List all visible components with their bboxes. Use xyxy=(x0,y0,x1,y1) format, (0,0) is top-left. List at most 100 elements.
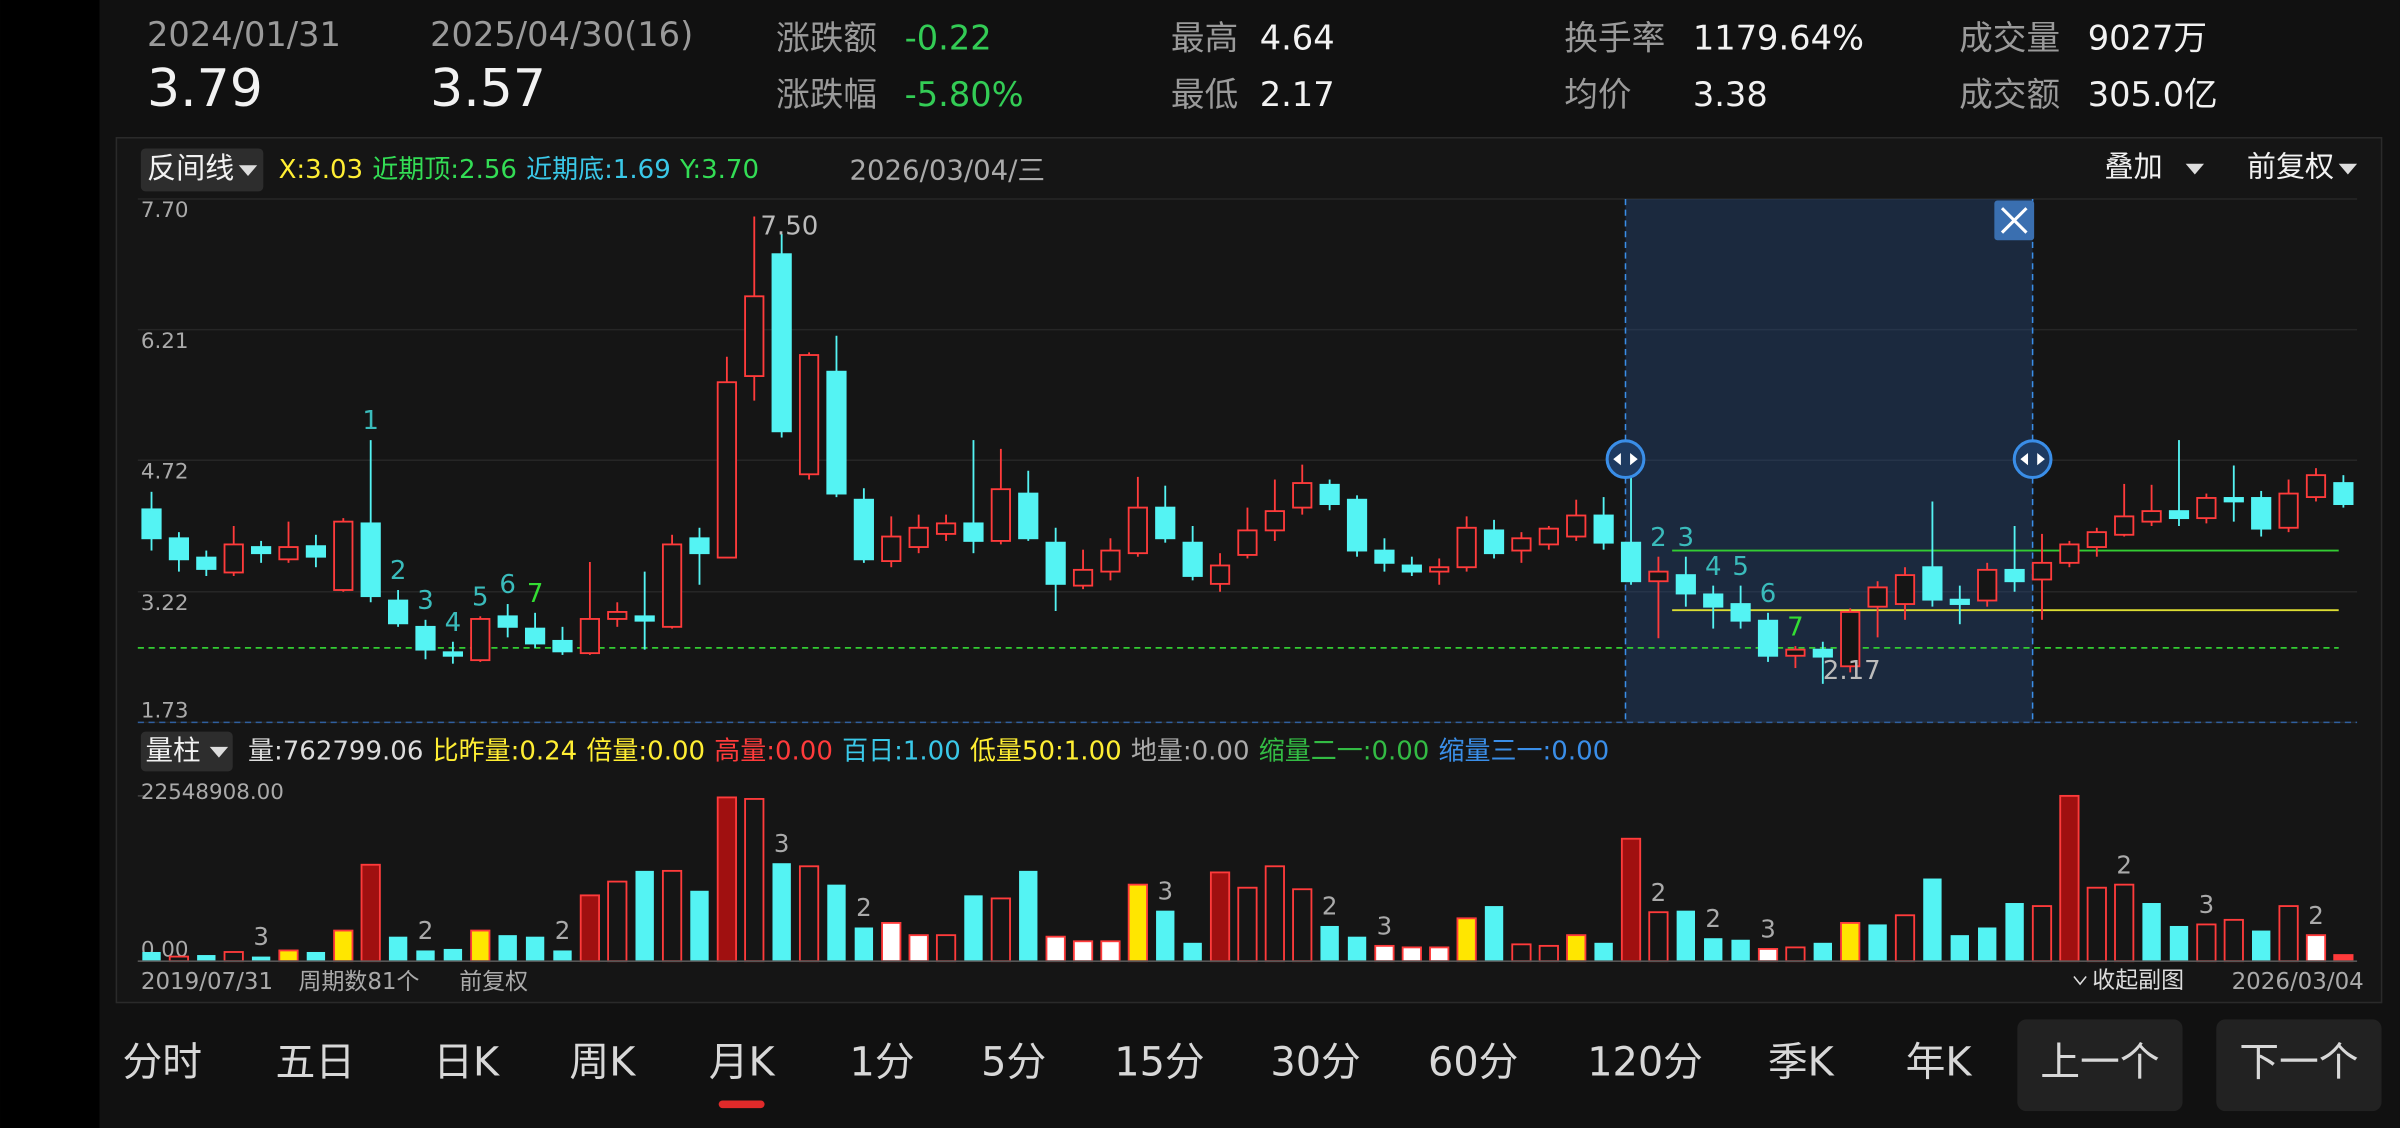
volume-annotation: 3 xyxy=(1760,915,1776,944)
candle-body xyxy=(935,522,957,535)
volume-bar xyxy=(1484,906,1504,962)
period-tab[interactable]: 60分 xyxy=(1428,1040,1518,1086)
adjust-button[interactable]: 前复权 xyxy=(2247,149,2334,183)
candle-body xyxy=(634,615,655,622)
volume-bar xyxy=(1156,910,1175,962)
candle-body xyxy=(223,543,244,574)
period-tab[interactable]: 分时 xyxy=(123,1040,203,1086)
volume-bar xyxy=(1785,946,1806,963)
period-tab[interactable]: 周K xyxy=(569,1040,636,1086)
volume-bar xyxy=(2031,905,2053,963)
period-tab[interactable]: 5分 xyxy=(981,1040,1046,1086)
volume-bar xyxy=(2142,903,2161,962)
indicator-item: 近期底:1.69 xyxy=(526,154,671,184)
period-tab[interactable]: 日K xyxy=(433,1040,500,1086)
volume-bar xyxy=(1320,925,1339,962)
overlay-button[interactable]: 叠加 xyxy=(2105,149,2163,183)
volume-bar xyxy=(498,935,517,962)
volume-bar xyxy=(1264,865,1285,963)
volume-bar xyxy=(142,951,161,962)
stat-label: 成交额 xyxy=(1959,75,2060,114)
period-tab[interactable]: 月K xyxy=(709,1040,776,1086)
indicator-dropdown[interactable] xyxy=(140,148,264,192)
volume-bar xyxy=(278,949,299,963)
selection-handle[interactable] xyxy=(2012,439,2053,480)
period-tab[interactable]: 年K xyxy=(1906,1040,1973,1086)
volume-annotation: 2 xyxy=(555,916,571,945)
candle-body xyxy=(2086,531,2107,548)
candle-body xyxy=(2251,497,2272,530)
volume-bar xyxy=(2086,886,2107,963)
low-label: 2.17 xyxy=(1823,656,1881,686)
volume-bar xyxy=(1209,871,1231,963)
candle-body xyxy=(1840,611,1861,668)
candle-body xyxy=(853,498,874,561)
candle-body xyxy=(716,381,737,559)
indicator-item: 近期顶:2.56 xyxy=(372,154,517,184)
candle-body xyxy=(1100,549,1121,573)
period-tab[interactable]: 15分 xyxy=(1114,1040,1204,1086)
candle-body xyxy=(1319,483,1340,506)
indicator-values: X:3.03 近期顶:2.56 近期底:1.69 Y:3.70 xyxy=(279,154,759,184)
volume-bar xyxy=(223,951,244,963)
candle-body xyxy=(744,295,765,377)
indicator-item: 量:762799.06 xyxy=(248,736,423,766)
period-tab[interactable]: 30分 xyxy=(1270,1040,1360,1086)
dropdown-arrow xyxy=(238,165,258,177)
selection-handle[interactable] xyxy=(1605,439,1646,480)
selection-range[interactable] xyxy=(1625,198,2033,723)
candle-body xyxy=(1264,510,1285,532)
period-tab[interactable]: 1分 xyxy=(850,1040,915,1086)
next-button[interactable] xyxy=(2216,1019,2382,1112)
volume-bar xyxy=(1923,878,1942,962)
stat-label: 均价 xyxy=(1564,75,1631,114)
candle-body xyxy=(2333,482,2354,506)
y-tick-label: 1.73 xyxy=(141,699,189,724)
prev-button[interactable] xyxy=(2017,1019,2183,1112)
candle-body xyxy=(2168,510,2190,520)
collapse-button[interactable]: 收起副图 xyxy=(2092,968,2184,994)
volume-bar xyxy=(1045,935,1066,963)
candle-body xyxy=(278,546,299,561)
volume-annotation: 2 xyxy=(1322,892,1338,921)
candle-body xyxy=(2141,510,2162,523)
candle-body xyxy=(1648,570,1669,583)
volume-bar xyxy=(1840,921,1861,963)
stat-value: 9027万 xyxy=(2088,18,2207,57)
candle-body xyxy=(1566,514,1587,538)
y-tick-label: 3.22 xyxy=(141,591,189,616)
volume-bar xyxy=(1950,935,1969,962)
start-price: 3.79 xyxy=(147,59,263,119)
period-tab[interactable]: 季K xyxy=(1768,1040,1835,1086)
candle-body xyxy=(1456,526,1477,569)
volume-bar xyxy=(579,894,600,963)
footer-adjust: 前复权 xyxy=(459,969,528,995)
period-tab[interactable]: 五日 xyxy=(276,1040,356,1086)
y-tick-label: 4.72 xyxy=(141,459,189,484)
volume-dropdown[interactable] xyxy=(140,731,233,772)
volume-bar xyxy=(690,890,709,962)
candle-body xyxy=(1292,482,1313,509)
volume-bar xyxy=(854,927,874,962)
candle-body xyxy=(1730,603,1751,622)
stat-label: 换手率 xyxy=(1564,18,1665,57)
candle-annotation: 6 xyxy=(499,570,516,600)
candle-body xyxy=(1867,586,1888,608)
prev-label: 上一个 xyxy=(2040,1040,2159,1086)
volume-bar xyxy=(470,929,491,963)
candle-body xyxy=(1072,568,1094,587)
candle-body xyxy=(1949,598,1970,605)
volume-bar xyxy=(1072,940,1094,963)
candle-annotation: 6 xyxy=(1760,579,1777,609)
stat-value: 4.64 xyxy=(1260,18,1335,57)
period-tab[interactable]: 120分 xyxy=(1587,1040,1703,1086)
candle-body xyxy=(1401,564,1422,573)
y-tick-label: 6.21 xyxy=(141,329,189,354)
indicator-item: 百日:1.00 xyxy=(842,736,961,766)
volume-bar xyxy=(1374,944,1395,963)
candle-body xyxy=(442,651,463,657)
candle-body xyxy=(1894,574,1916,605)
volume-bar xyxy=(388,936,408,962)
handle-arrows xyxy=(1613,453,1638,466)
